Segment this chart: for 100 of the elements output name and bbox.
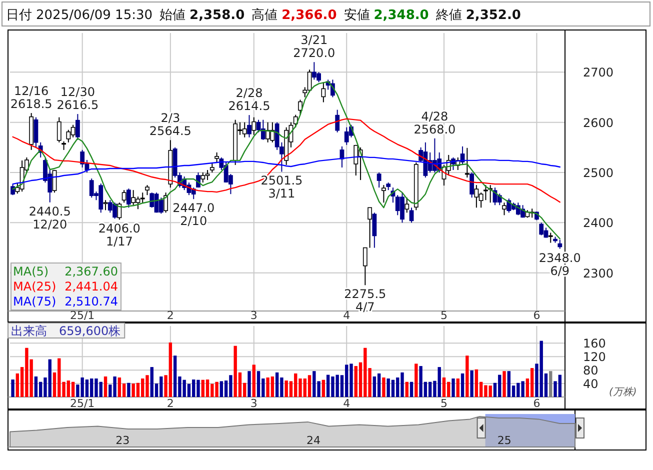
candlestick: [376, 172, 382, 188]
y-tick-label: 160: [583, 336, 606, 351]
annotation: 2406.0 1/17: [98, 222, 140, 249]
candlestick: [145, 184, 150, 196]
candlestick: [150, 192, 154, 208]
bar: [414, 364, 418, 397]
candlestick: [34, 116, 38, 148]
candlestick: [200, 172, 206, 184]
bar: [372, 376, 376, 397]
candlestick: [131, 190, 136, 206]
text: 2,358.0: [190, 8, 245, 23]
y-tick-label: 2700: [583, 66, 614, 80]
candlestick: [158, 197, 164, 214]
candlestick: [502, 202, 506, 216]
text: MA(75): [13, 294, 56, 308]
candlestick: [321, 82, 326, 103]
bar: [71, 382, 75, 397]
annotation: 2/28 2614.5: [228, 86, 270, 114]
bar: [470, 370, 474, 397]
annotation: 3/21 2720.0: [293, 33, 336, 60]
annotation: 2,441.04: [64, 280, 118, 294]
candlestick: [56, 116, 62, 143]
candlestick: [80, 149, 85, 168]
y-tick-label: 120: [583, 350, 606, 364]
x-tick-label: 4: [343, 309, 350, 322]
x-tick-label: 23: [116, 434, 130, 447]
bar: [248, 371, 251, 397]
text: 日付: [6, 8, 32, 23]
candlestick: [260, 119, 266, 140]
bar: [530, 368, 534, 397]
annotation: 2447.0 2/10: [172, 201, 215, 228]
y-tick-label: 2600: [583, 116, 614, 130]
text: 2,348.0: [374, 8, 429, 23]
y-tick-label: 2500: [583, 166, 614, 180]
bar: [252, 364, 256, 397]
x-tick-label: 25/1: [70, 397, 95, 410]
text: 高値: [252, 7, 278, 23]
x-tick-label: 6: [533, 397, 540, 410]
candlestick: [10, 184, 15, 196]
bar: [549, 371, 552, 397]
x-tick-label: 5: [440, 397, 448, 410]
candlestick: [558, 239, 562, 250]
bar: [442, 377, 446, 397]
bar: [11, 380, 14, 397]
candlestick: [497, 193, 502, 206]
candlestick: [354, 144, 358, 176]
candlestick: [335, 109, 340, 133]
bar: [220, 381, 224, 397]
candlestick: [464, 147, 470, 178]
bar: [322, 380, 326, 397]
text: 2,366.0: [282, 8, 337, 23]
candlestick: [214, 152, 219, 163]
text: 2025/06/09 15:30: [36, 8, 153, 23]
x-tick-label: 6: [533, 309, 540, 322]
candlestick: [140, 192, 145, 204]
annotation: 12/30 2616.5: [56, 85, 99, 112]
candlestick: [368, 207, 372, 248]
x-tick-label: 2: [166, 397, 174, 410]
bar: [127, 382, 130, 397]
candlestick: [539, 222, 544, 236]
bar: [452, 378, 455, 397]
bar: [410, 382, 414, 397]
candlestick: [382, 184, 386, 204]
y-tick-label: 2300: [583, 266, 614, 280]
x-tick-label: 24: [306, 434, 320, 447]
bar: [405, 382, 408, 397]
x-tick-label: 3: [250, 309, 258, 322]
candlestick: [103, 200, 108, 211]
candlestick: [372, 212, 377, 248]
bar: [466, 356, 469, 397]
text: MA(5): [13, 264, 49, 278]
annotation: 2,367.60: [64, 264, 118, 278]
candlestick: [126, 188, 131, 208]
bar: [474, 369, 478, 397]
candlestick: [75, 114, 80, 140]
text: 始値: [160, 8, 186, 23]
bar: [502, 371, 506, 397]
candlestick: [362, 247, 368, 286]
bar: [118, 377, 122, 397]
x-tick-label: 3: [250, 397, 258, 410]
x-tick-label: 4: [343, 397, 350, 410]
bar: [460, 373, 464, 397]
bar: [308, 375, 312, 397]
bar: [377, 373, 381, 397]
annotation: 12/16 2618.5: [10, 84, 52, 112]
y-tick-label: 2400: [583, 216, 614, 230]
bar: [456, 378, 460, 397]
candlestick: [247, 114, 252, 138]
candlestick: [242, 122, 247, 138]
text: 2,352.0: [466, 8, 521, 23]
chart-title: 出来高 659,600株: [11, 324, 121, 338]
candlestick: [117, 202, 122, 220]
text: MA(25): [13, 280, 56, 294]
candlestick: [548, 232, 553, 244]
y-tick-label: 80: [583, 364, 598, 378]
annotation: 2501.5 3/11: [260, 174, 303, 201]
x-tick-label: 25: [497, 434, 512, 447]
text: 終値: [434, 8, 462, 23]
candlestick: [506, 198, 512, 214]
bar: [34, 376, 38, 397]
